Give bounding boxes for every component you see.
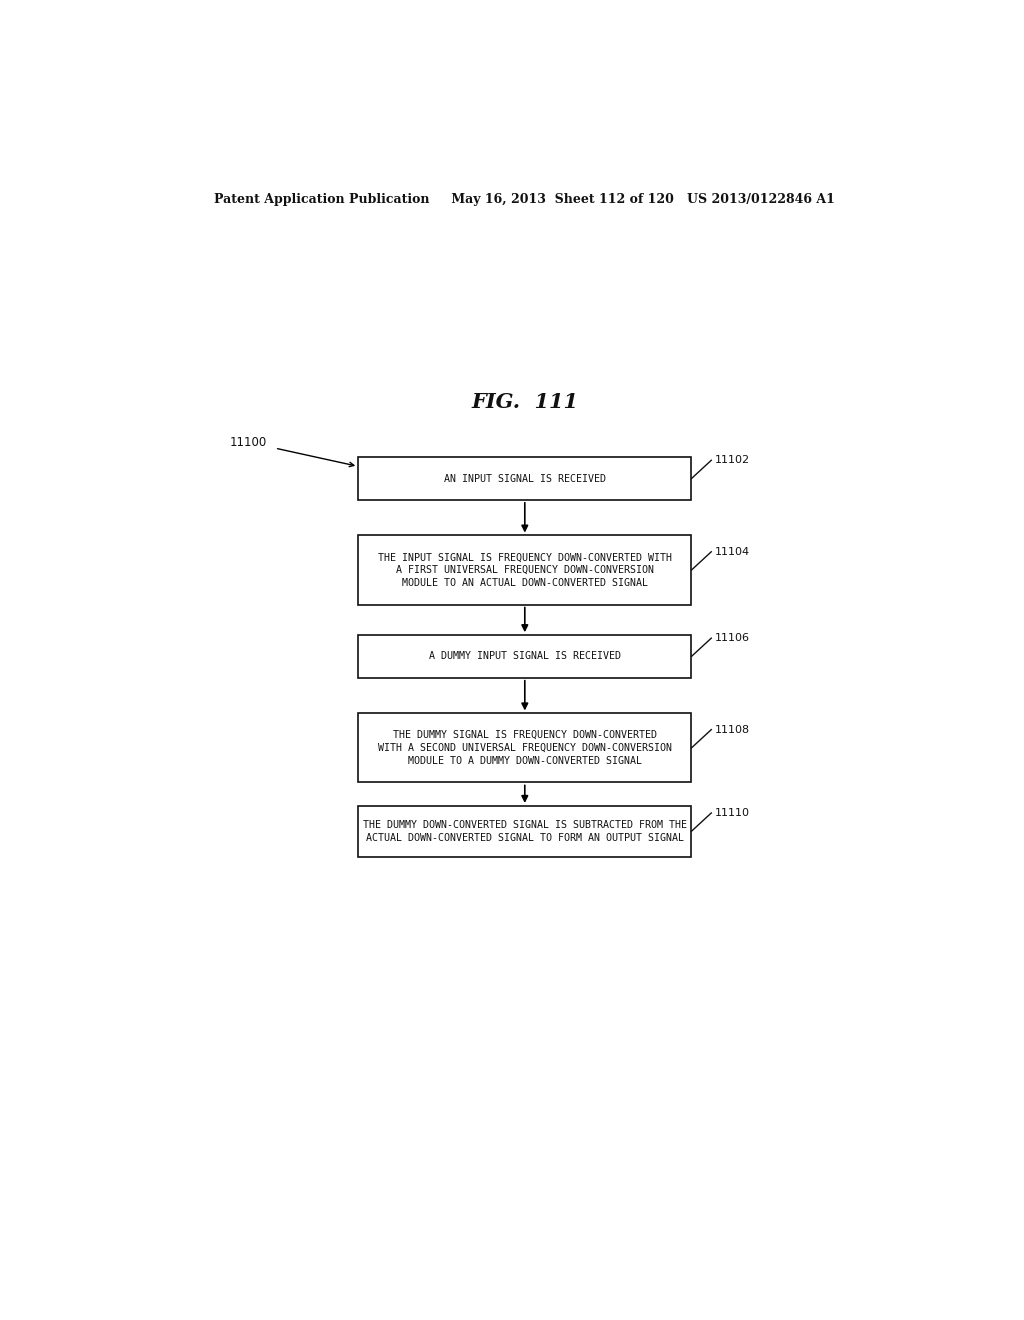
Text: A DUMMY INPUT SIGNAL IS RECEIVED: A DUMMY INPUT SIGNAL IS RECEIVED	[429, 652, 621, 661]
Bar	[358, 805, 691, 857]
Bar	[358, 713, 691, 783]
Bar	[358, 536, 691, 605]
Text: 11108: 11108	[715, 725, 751, 735]
Text: THE DUMMY DOWN-CONVERTED SIGNAL IS SUBTRACTED FROM THE
ACTUAL DOWN-CONVERTED SIG: THE DUMMY DOWN-CONVERTED SIGNAL IS SUBTR…	[362, 820, 687, 842]
Text: 11104: 11104	[715, 546, 751, 557]
Text: AN INPUT SIGNAL IS RECEIVED: AN INPUT SIGNAL IS RECEIVED	[443, 474, 606, 483]
Text: Patent Application Publication     May 16, 2013  Sheet 112 of 120   US 2013/0122: Patent Application Publication May 16, 2…	[214, 193, 836, 206]
Text: THE DUMMY SIGNAL IS FREQUENCY DOWN-CONVERTED
WITH A SECOND UNIVERSAL FREQUENCY D: THE DUMMY SIGNAL IS FREQUENCY DOWN-CONVE…	[378, 730, 672, 766]
Text: FIG.  111: FIG. 111	[471, 392, 579, 412]
Bar	[358, 635, 691, 677]
Text: 11106: 11106	[715, 634, 751, 643]
Text: 11102: 11102	[715, 455, 751, 465]
Text: 11110: 11110	[715, 808, 751, 818]
Text: 11100: 11100	[229, 437, 267, 450]
Text: THE INPUT SIGNAL IS FREQUENCY DOWN-CONVERTED WITH
A FIRST UNIVERSAL FREQUENCY DO: THE INPUT SIGNAL IS FREQUENCY DOWN-CONVE…	[378, 552, 672, 587]
Bar	[358, 457, 691, 500]
